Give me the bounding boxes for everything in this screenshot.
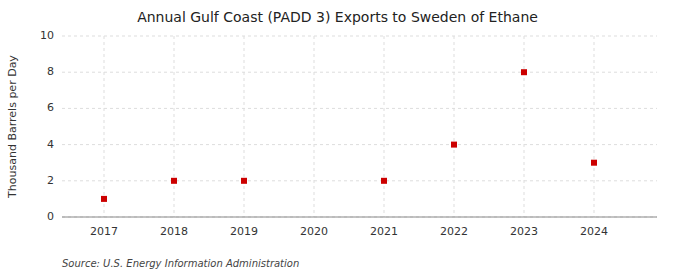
x-grid-line	[384, 36, 385, 217]
x-grid-line	[174, 36, 175, 217]
y-tick-label: 4	[47, 138, 54, 151]
point	[101, 196, 107, 202]
x-tick-label: 2021	[370, 225, 398, 238]
point	[241, 178, 247, 184]
title: Annual Gulf Coast (PADD 3) Exports to Sw…	[137, 9, 538, 25]
x-tick-label: 2023	[510, 225, 538, 238]
y-tick-label: 2	[47, 174, 54, 187]
x-grid-line	[524, 36, 525, 217]
x-axis-line	[62, 217, 657, 218]
source-annotation: Source: U.S. Energy Information Administ…	[62, 258, 299, 269]
point	[521, 69, 527, 75]
x-tick-label: 2018	[160, 225, 188, 238]
y-tick-label: 6	[47, 101, 54, 114]
chart-container: 0 2 4 6 8 10 2017 2018 2019 2020 2021 2022 2023 2024 A…	[0, 0, 675, 275]
y-grid-line	[62, 144, 657, 145]
y-tick-label: 0	[47, 210, 54, 223]
y-tick-label: 8	[47, 65, 54, 78]
x-tick-labels: 2017 2018 2019 2020 2021 2022 2023 2024	[90, 225, 608, 238]
y-axis-label: Thousand Barrels per Day	[6, 55, 19, 199]
y-tick-label: 10	[40, 29, 54, 42]
x-tick-label: 2019	[230, 225, 258, 238]
x-grid-line	[104, 36, 105, 217]
y-grid-line	[62, 108, 657, 109]
y-grid-line	[62, 217, 657, 218]
y-tick-labels: 0 2 4 6 8 10	[40, 29, 54, 223]
point	[171, 178, 177, 184]
grid	[62, 36, 657, 217]
x-grid-line	[314, 36, 315, 217]
x-grid-line	[594, 36, 595, 217]
x-tick-label: 2024	[580, 225, 608, 238]
point	[451, 142, 457, 148]
point	[381, 178, 387, 184]
x-grid-line	[454, 36, 455, 217]
y-grid-line	[62, 180, 657, 181]
chart-svg: 0 2 4 6 8 10 2017 2018 2019 2020 2021 2022 2023 2024 A…	[0, 0, 675, 275]
y-grid-line	[62, 72, 657, 73]
x-tick-label: 2022	[440, 225, 468, 238]
x-tick-label: 2017	[90, 225, 118, 238]
x-grid-line	[244, 36, 245, 217]
x-tick-label: 2020	[300, 225, 328, 238]
point	[591, 160, 597, 166]
points	[101, 69, 597, 202]
y-grid-line	[62, 36, 657, 37]
